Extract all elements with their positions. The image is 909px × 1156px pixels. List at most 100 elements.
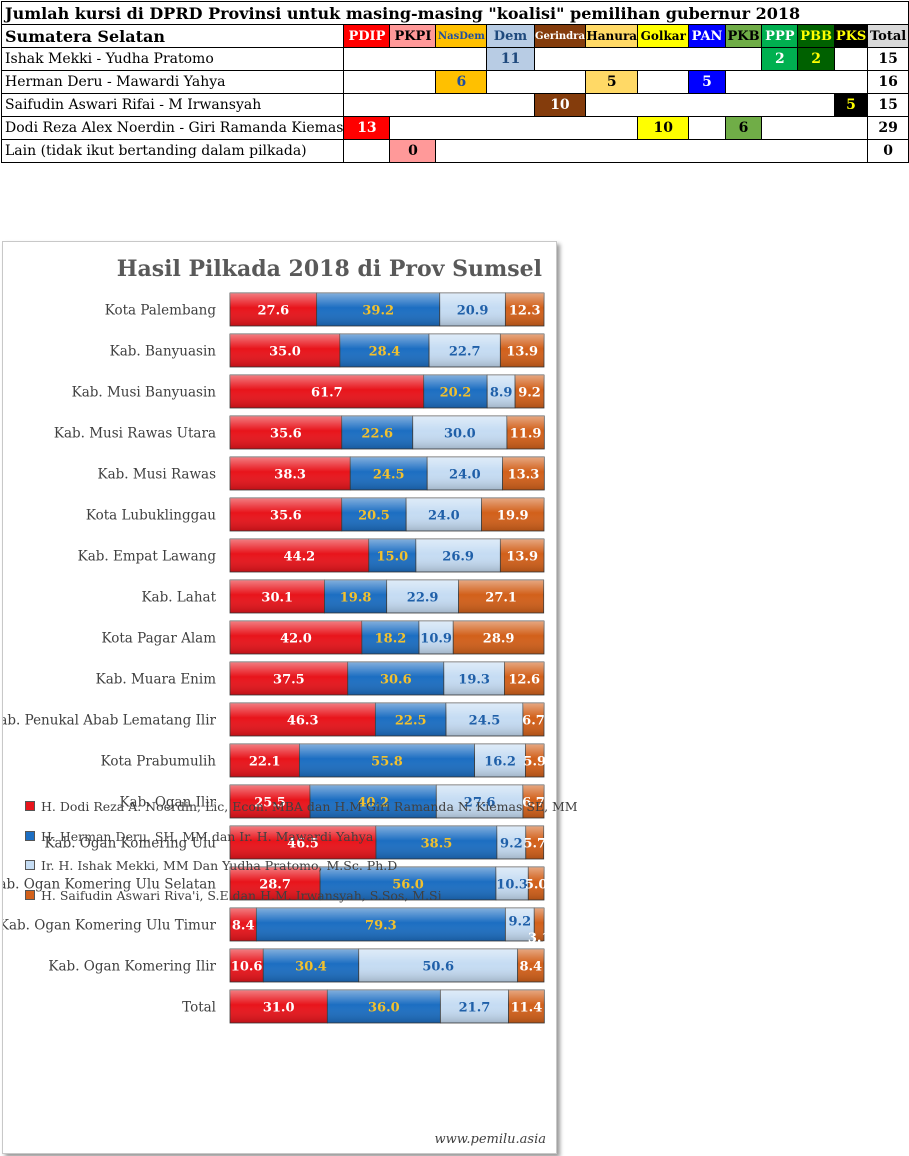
data-label: 20.2: [440, 386, 472, 401]
data-label: 19.3: [458, 673, 490, 688]
data-label: 8.9: [490, 386, 513, 401]
empty-cell: [834, 139, 868, 163]
data-label: 22.9: [407, 591, 439, 606]
party-header-pks: PKS: [833, 24, 869, 48]
coalition-label: Ishak Mekki - Yudha Pratomo: [0, 47, 345, 71]
party-header-hanura: Hanura: [585, 24, 639, 48]
bar-segment-shade: [481, 498, 544, 531]
category-label: Kab. Ogan Ilir: [119, 795, 216, 811]
data-label: 13.9: [506, 345, 538, 360]
empty-cell: [435, 139, 487, 163]
source-note: www.pemilu.asia: [434, 1132, 546, 1147]
empty-cell: [797, 70, 835, 94]
seat-count-ppp: 2: [761, 47, 799, 71]
legend-item: Ir. H. Ishak Mekki, MM Dan Yudha Pratomo…: [25, 858, 397, 873]
bar-segment-shade: [436, 785, 523, 818]
party-header-pkb: PKB: [724, 24, 763, 48]
table-row: Dodi Reza Alex Noerdin - Giri Ramanda Ki…: [0, 116, 909, 140]
bar-segment-shade: [230, 949, 264, 982]
legend-label: Ir. H. Ishak Mekki, MM Dan Yudha Pratomo…: [41, 858, 398, 873]
data-label: 42.0: [280, 632, 312, 647]
bar-segment-shade: [358, 949, 518, 982]
legend-item: H. Saifudin Aswari Riva'i, S.E dan H.M. …: [25, 888, 442, 903]
bar-segment-shade: [230, 539, 369, 572]
data-label: 46.3: [287, 714, 319, 729]
empty-cell: [343, 139, 390, 163]
bar-segment-shade: [230, 334, 340, 367]
legend-swatch: [25, 860, 35, 870]
data-label: 3.1: [528, 931, 551, 946]
data-label: 30.4: [295, 960, 327, 975]
coalition-label: Saifudin Aswari Rifai - M Irwansyah: [0, 93, 345, 117]
data-label: 13.3: [508, 468, 540, 483]
data-label: 35.6: [270, 427, 302, 442]
data-label: 24.5: [373, 468, 405, 483]
bar-segment-shade: [230, 990, 328, 1023]
data-label: 8.4: [519, 960, 542, 975]
data-label: 5.0: [525, 878, 548, 893]
bar-segment-shade: [412, 416, 507, 449]
bar-segment-shade: [263, 949, 359, 982]
data-label: 35.6: [270, 509, 302, 524]
bar-segment-shade: [439, 293, 506, 326]
bar-segment-shade: [256, 908, 506, 941]
data-label: 35.0: [269, 345, 301, 360]
bar-segment-shade: [310, 785, 437, 818]
data-label: 44.2: [284, 550, 316, 565]
bar-segment-shade: [230, 908, 257, 941]
bar-segment-shade: [339, 334, 430, 367]
data-label: 26.9: [442, 550, 474, 565]
bar-segment-shade: [446, 703, 523, 736]
legend-label: H. Dodi Reza A. Noerdin, Lic, Econ. MBA …: [41, 799, 578, 814]
category-label: Kota Palembang: [105, 303, 217, 319]
seat-count-pan: 5: [688, 70, 726, 94]
chart-title: Hasil Pilkada 2018 di Prov Sumsel: [116, 256, 542, 282]
data-label: 22.1: [249, 755, 281, 770]
data-label: 27.6: [257, 304, 289, 319]
data-label: 10.9: [420, 632, 452, 647]
seat-count-pks: 5: [833, 93, 869, 117]
table-row: Herman Deru - Mawardi Yahya 6 5 5 16: [0, 70, 909, 94]
category-label: Kab. Musi Rawas: [98, 467, 217, 483]
data-label: 20.5: [358, 509, 390, 524]
empty-cell: [585, 93, 638, 117]
seat-count-nasdem: 6: [435, 70, 488, 94]
empty-cell: [389, 116, 436, 140]
empty-cell: [761, 139, 798, 163]
empty-cell: [637, 139, 689, 163]
empty-cell: [834, 116, 868, 140]
empty-cell: [761, 93, 798, 117]
data-label: 39.2: [362, 304, 394, 319]
category-label: Kab. Banyuasin: [110, 344, 217, 360]
empty-cell: [389, 93, 436, 117]
empty-cell: [585, 116, 638, 140]
seat-count-golkar: 10: [637, 116, 690, 140]
bar-segment-shade: [504, 662, 544, 695]
data-label: 24.5: [469, 714, 501, 729]
legend-swatch: [25, 801, 35, 811]
party-header-nasdem: NasDem: [435, 24, 488, 48]
data-label: 30.6: [380, 673, 412, 688]
empty-cell: [725, 139, 762, 163]
bar-segment-shade: [515, 375, 544, 408]
empty-cell: [637, 93, 689, 117]
data-label: 15.0: [377, 550, 409, 565]
bar-segment-shade: [429, 334, 501, 367]
empty-cell: [343, 93, 390, 117]
party-header-gerindra: Gerindra: [533, 24, 587, 48]
empty-cell: [435, 116, 487, 140]
bar-segment-shade: [324, 580, 387, 613]
empty-cell: [797, 93, 835, 117]
empty-cell: [585, 139, 638, 163]
bar-segment-shade: [506, 416, 545, 449]
bar-segment-shade: [415, 539, 501, 572]
party-header-pkpi: PKPI: [389, 24, 437, 48]
row-total: 15: [867, 47, 909, 71]
bar-segment-shade: [505, 908, 535, 941]
empty-cell: [343, 70, 390, 94]
bar-segment-shade: [368, 539, 416, 572]
bar-segment-shade: [487, 375, 516, 408]
empty-cell: [435, 93, 487, 117]
party-header-pan: PAN: [688, 24, 726, 48]
party-header-pdip: PDIP: [343, 24, 391, 48]
